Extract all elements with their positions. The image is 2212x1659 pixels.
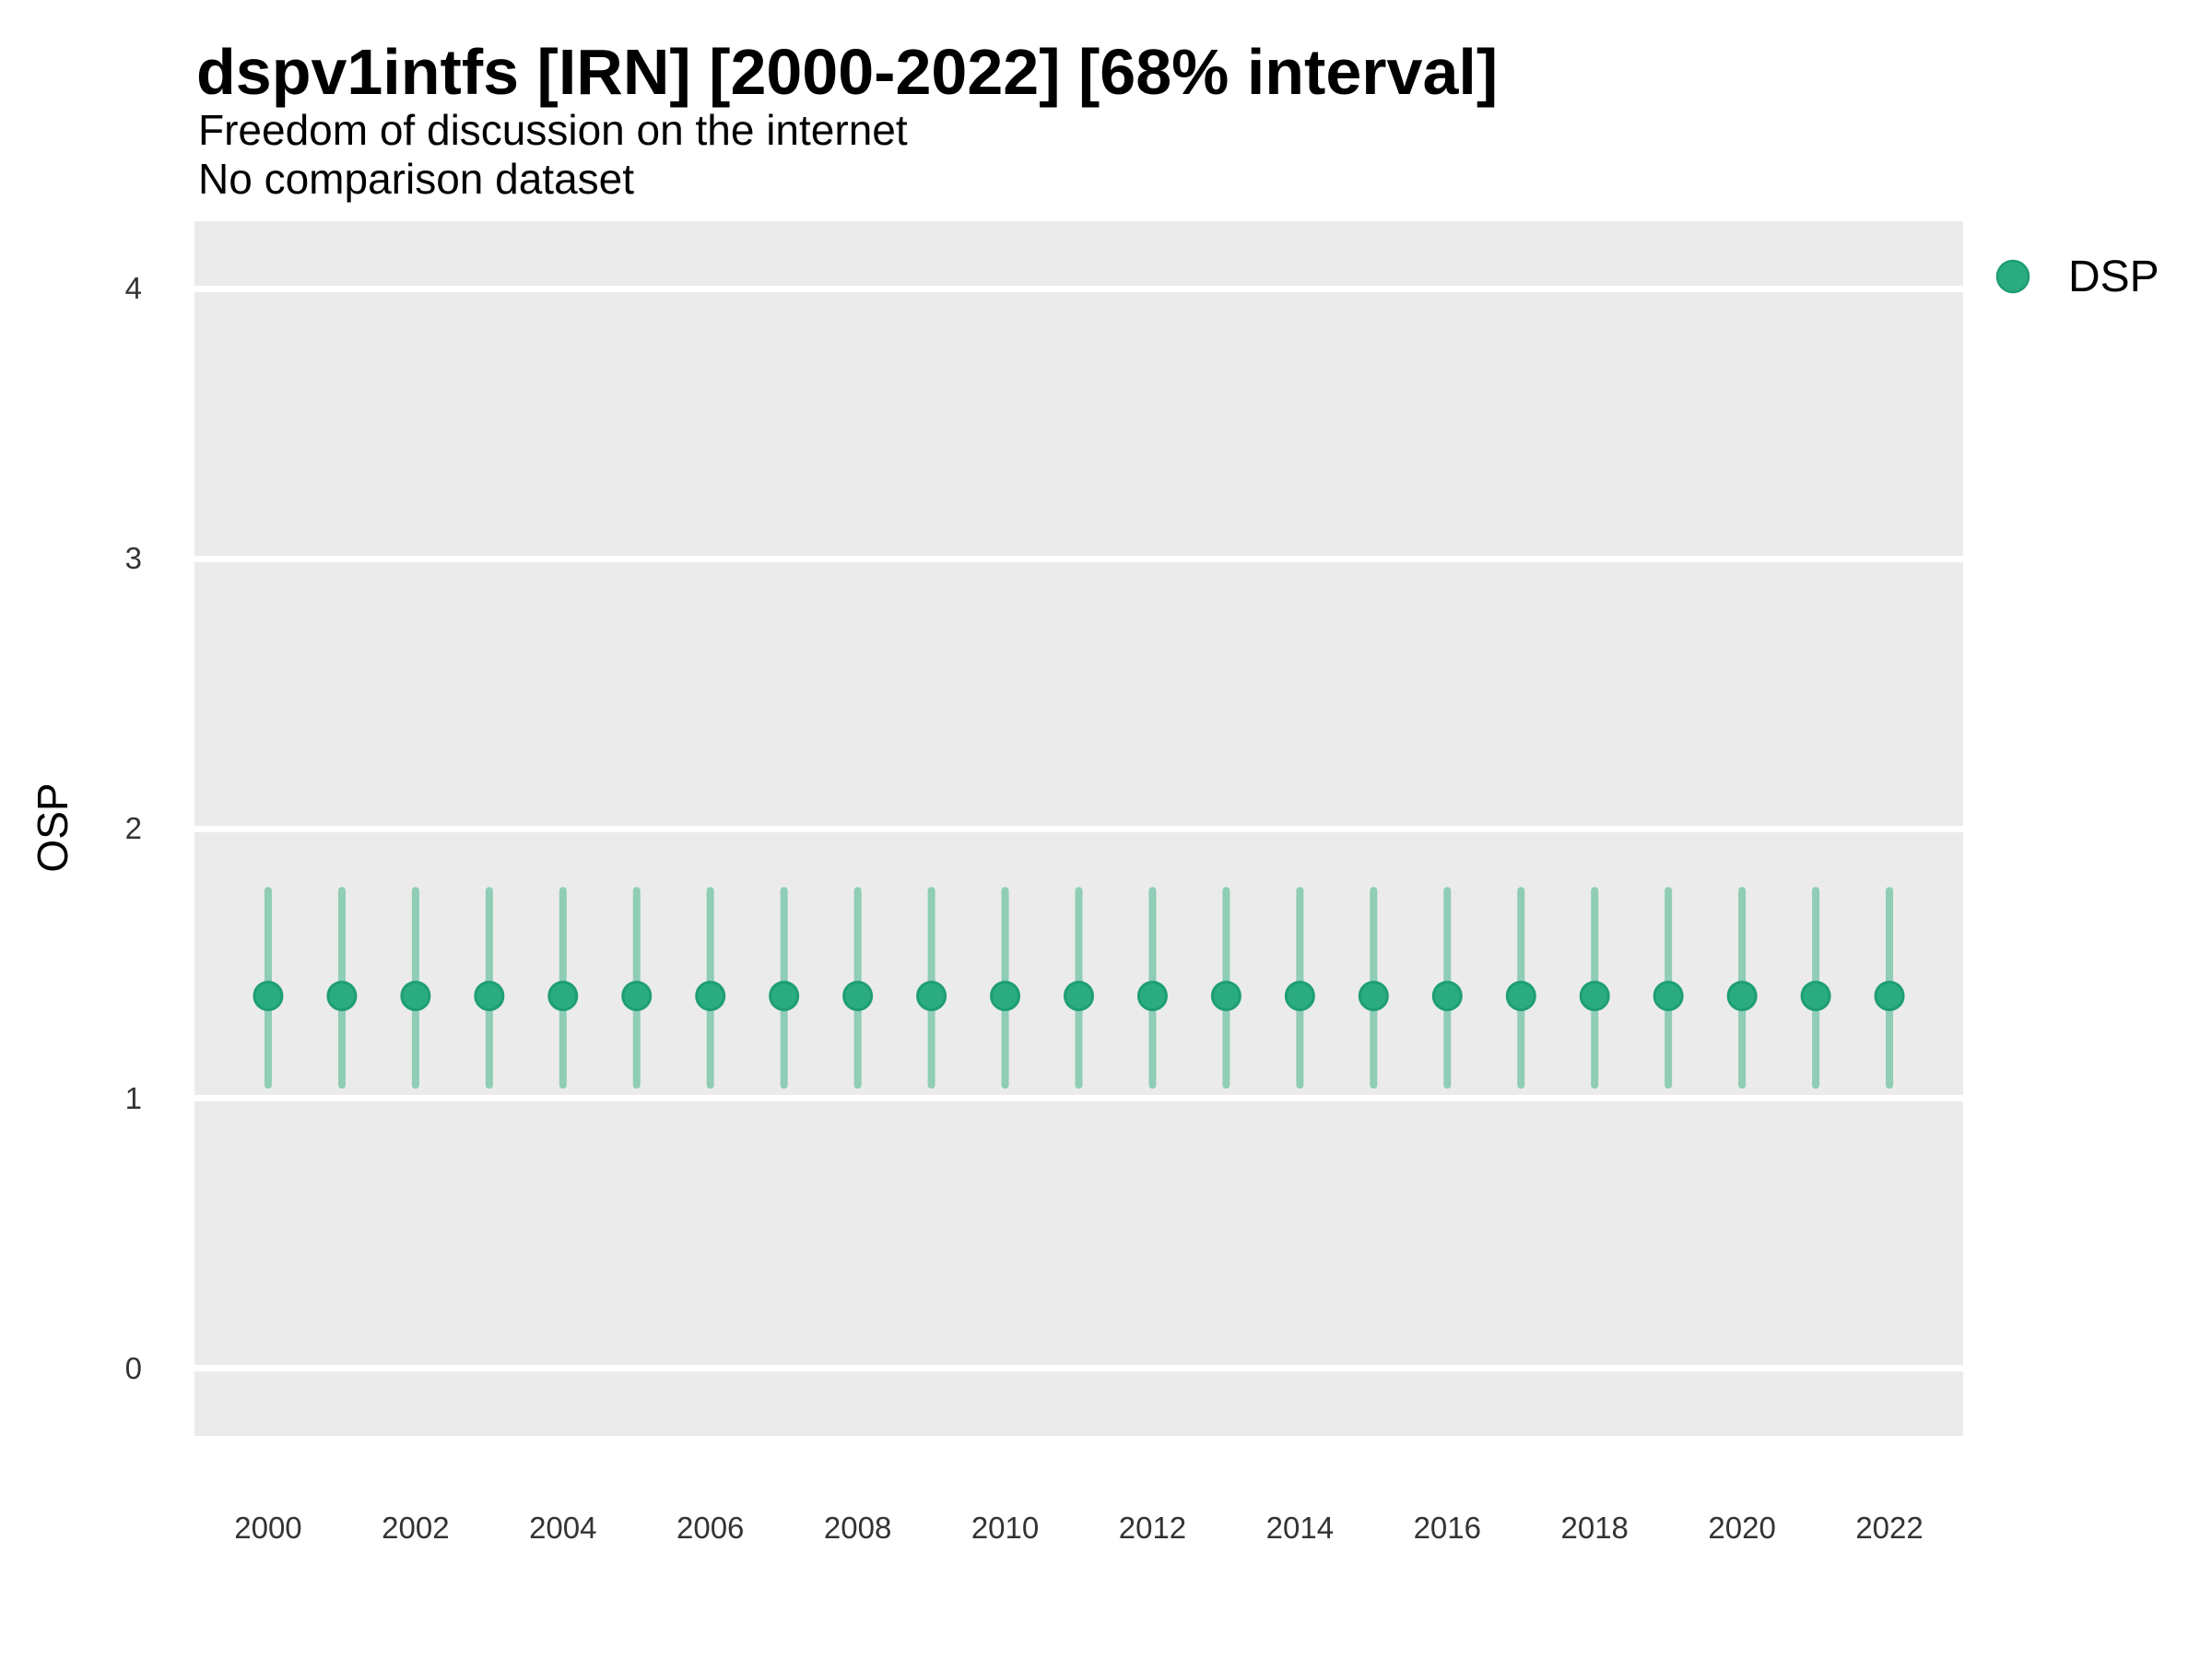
x-tick-label-2014: 2014	[1265, 1511, 1335, 1545]
x-tick-label-2018: 2018	[1560, 1511, 1629, 1545]
point-DSP-2009	[916, 981, 947, 1012]
gridline-y-3	[194, 555, 1963, 562]
gridline-y-0	[194, 1365, 1963, 1372]
x-tick-label-2008: 2008	[823, 1511, 892, 1545]
point-DSP-2021	[1800, 981, 1831, 1012]
point-DSP-2008	[842, 981, 874, 1012]
legend-label: DSP	[2068, 252, 2159, 301]
point-DSP-2016	[1431, 981, 1463, 1012]
point-DSP-2000	[253, 981, 284, 1012]
point-DSP-2013	[1210, 981, 1241, 1012]
gridline-y-4	[194, 285, 1963, 292]
chart-panel	[194, 221, 1963, 1436]
point-DSP-2002	[400, 981, 431, 1012]
chart-title: dspv1intfs [IRN] [2000-2022] [68% interv…	[196, 36, 1499, 108]
point-DSP-2012	[1136, 981, 1168, 1012]
y-tick-label-3: 3	[124, 541, 142, 576]
legend: DSP	[1991, 251, 2159, 302]
point-DSP-2020	[1726, 981, 1758, 1012]
point-DSP-2010	[990, 981, 1021, 1012]
point-DSP-2018	[1579, 981, 1610, 1012]
gridline-y-2	[194, 825, 1963, 832]
x-tick-label-2016: 2016	[1413, 1511, 1481, 1545]
y-tick-label-0: 0	[124, 1350, 142, 1385]
chart-subtitle-dataset: No comparison dataset	[198, 155, 635, 203]
point-DSP-2015	[1358, 981, 1389, 1012]
point-DSP-2007	[769, 981, 800, 1012]
point-DSP-2017	[1505, 981, 1536, 1012]
x-tick-label-2000: 2000	[234, 1511, 302, 1545]
y-tick-label-1: 1	[124, 1080, 142, 1115]
point-DSP-2022	[1874, 981, 1905, 1012]
point-DSP-2011	[1064, 981, 1094, 1012]
point-DSP-2019	[1653, 981, 1684, 1012]
chart-subtitle: Freedom of discussion on the internet	[198, 106, 908, 154]
data-layer	[253, 887, 1905, 1089]
x-tick-label-2022: 2022	[1855, 1511, 1924, 1545]
gridline-y-1	[194, 1095, 1963, 1102]
point-DSP-2014	[1284, 981, 1315, 1012]
x-tick-label-2020: 2020	[1708, 1511, 1776, 1545]
x-tick-label-2012: 2012	[1118, 1511, 1187, 1545]
x-tick-label-2010: 2010	[971, 1511, 1040, 1545]
point-DSP-2004	[547, 981, 579, 1012]
y-tick-label-4: 4	[124, 271, 142, 306]
point-DSP-2001	[326, 981, 358, 1012]
point-DSP-2006	[695, 981, 726, 1012]
point-DSP-2003	[474, 981, 505, 1012]
x-tick-label-2002: 2002	[382, 1511, 450, 1545]
legend-marker-icon	[1995, 259, 2030, 294]
point-DSP-2005	[621, 981, 653, 1012]
y-tick-label-2: 2	[124, 811, 142, 845]
x-tick-label-2006: 2006	[676, 1511, 745, 1545]
x-tick-label-2004: 2004	[529, 1511, 597, 1545]
